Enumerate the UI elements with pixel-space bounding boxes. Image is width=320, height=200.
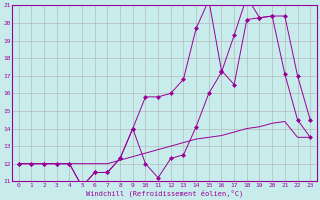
X-axis label: Windchill (Refroidissement éolien,°C): Windchill (Refroidissement éolien,°C)	[86, 189, 243, 197]
